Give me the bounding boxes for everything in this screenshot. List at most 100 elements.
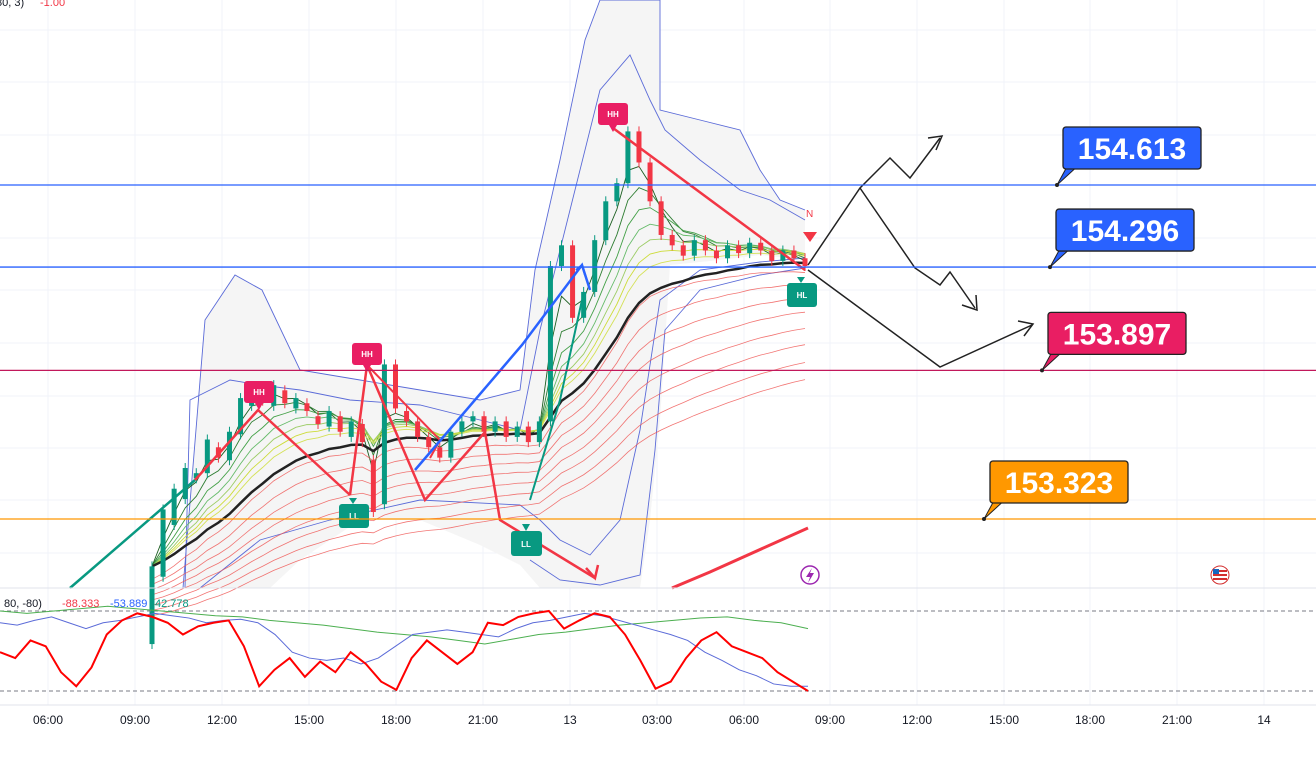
scenario-down: [807, 269, 1033, 368]
level-label-3: 153.323: [1005, 467, 1113, 500]
time-tick-0: 06:00: [33, 713, 63, 727]
envelope-bands: [182, 0, 806, 589]
level-dot-1: [1048, 265, 1052, 270]
candle-14: [304, 403, 310, 412]
candle-55: [758, 242, 764, 251]
candle-27: [448, 431, 454, 458]
level-label-0: 154.613: [1078, 133, 1186, 166]
level-label-box-0: [1062, 126, 1202, 170]
ma-red-5: [151, 344, 806, 606]
candle-51: [713, 250, 719, 259]
candle-39: [581, 291, 587, 318]
svg-text:HH: HH: [253, 388, 265, 397]
candle-38: [570, 245, 576, 318]
osc-legend-blue: -53.889: [110, 598, 147, 610]
candle-58: [791, 250, 797, 259]
price-levels: 154.613 154.296 153.897 153.323: [0, 126, 1316, 521]
envelope-lower-2: [529, 267, 806, 586]
candle-0: [149, 566, 155, 645]
time-tick-1: 09:00: [120, 713, 150, 727]
level-dot-0: [1055, 183, 1059, 187]
candle-12: [282, 390, 288, 404]
candle-23: [404, 411, 410, 422]
level-label-box-1: [1055, 208, 1195, 252]
pattern-line-blue: [414, 262, 592, 471]
candle-13: [293, 398, 299, 409]
marker-buy-1: LL: [339, 498, 369, 528]
ma-red-6: [151, 362, 806, 611]
arrow-red-down: [585, 564, 600, 581]
ma-red-4: [151, 328, 806, 601]
time-tick-11: 15:00: [989, 713, 1019, 727]
candle-40: [592, 240, 598, 292]
marker-buy-2: LL: [511, 524, 542, 556]
pattern-line-green-2: [529, 299, 583, 501]
candle-8: [238, 398, 244, 435]
time-tick-2: 12:00: [207, 713, 237, 727]
candle-16: [326, 411, 332, 427]
candle-19: [359, 423, 365, 443]
marker-sell-2: HH: [352, 343, 382, 372]
candle-5: [204, 439, 210, 474]
pattern-drawings: [69, 126, 1035, 590]
candle-57: [780, 250, 786, 261]
candle-15: [315, 416, 321, 424]
candle-46: [658, 201, 664, 235]
us-flag-icon[interactable]: [1210, 565, 1230, 585]
time-tick-8: 06:00: [729, 713, 759, 727]
ma-green-6: [151, 252, 806, 567]
time-tick-7: 03:00: [642, 713, 672, 727]
candle-52: [725, 245, 731, 259]
time-tick-10: 12:00: [902, 713, 932, 727]
candle-49: [691, 240, 697, 256]
candle-2: [171, 488, 177, 525]
osc-blue: [0, 612, 808, 687]
candle-4: [193, 473, 199, 479]
candle-22: [392, 364, 398, 409]
ma-red-3: [151, 311, 806, 596]
ma-red-0: [151, 271, 806, 580]
scenario-up-head: [927, 135, 944, 151]
candle-50: [702, 240, 708, 251]
osc-legend-green: 42.778: [155, 598, 189, 610]
svg-text:LL: LL: [349, 512, 359, 521]
ma-ribbons: [151, 165, 806, 616]
candle-1: [160, 509, 166, 577]
candle-29: [470, 416, 476, 422]
candle-30: [481, 416, 487, 432]
candle-26: [437, 447, 443, 458]
flash-icon[interactable]: [800, 565, 820, 585]
osc-legend-params: 80, -80): [4, 598, 42, 610]
candle-37: [559, 245, 565, 267]
pattern-line-red-1: [194, 408, 351, 496]
scenario-down-head: [1017, 320, 1035, 337]
candle-7: [226, 431, 232, 461]
level-label-box-3: [989, 460, 1129, 504]
scenario-mid-head: [961, 294, 978, 312]
candle-25: [426, 436, 432, 448]
candle-53: [736, 245, 742, 254]
scenario-up: [807, 137, 941, 266]
candle-56: [769, 250, 775, 261]
pattern-line-red-2: [348, 360, 596, 580]
candle-24: [415, 421, 421, 437]
ma-red-7: [151, 379, 806, 616]
candle-21: [381, 364, 387, 505]
time-tick-5: 21:00: [468, 713, 498, 727]
scenario-mid: [859, 187, 976, 309]
arrow-blue-up: [575, 263, 586, 276]
candle-59: [802, 258, 808, 267]
ma-green-1: [151, 187, 806, 567]
top-indicator-value: -1.00: [40, 0, 65, 9]
marker-sell-1: HH: [244, 381, 274, 410]
lower-red-trend: [671, 526, 809, 590]
osc-green: [0, 605, 809, 645]
candle-3: [182, 467, 188, 500]
marker-buy-3: HL: [787, 277, 817, 307]
candle-35: [536, 421, 542, 443]
osc-legend-red: -88.333: [62, 598, 99, 610]
time-tick-14: 14: [1257, 713, 1271, 727]
time-tick-12: 18:00: [1075, 713, 1105, 727]
